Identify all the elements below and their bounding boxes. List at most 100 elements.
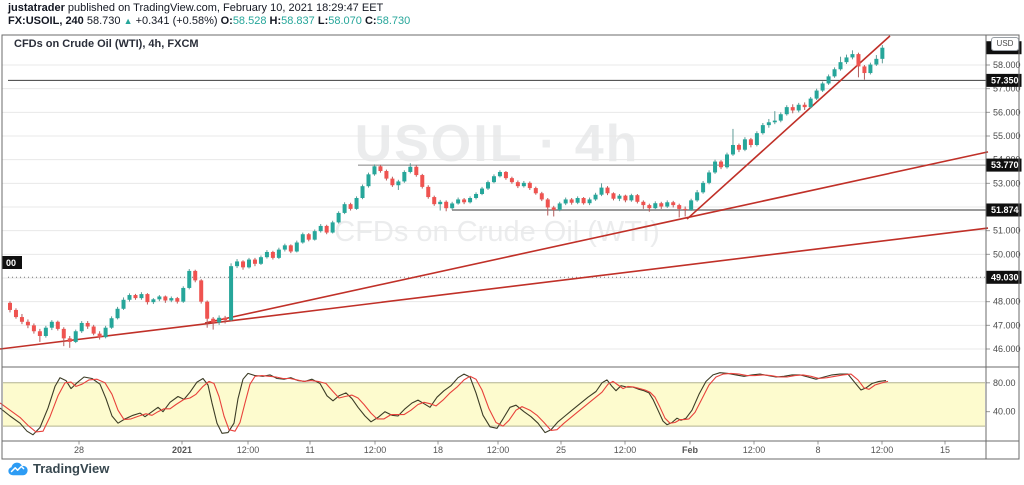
candle bbox=[157, 296, 162, 300]
candle bbox=[199, 280, 204, 302]
candle bbox=[587, 199, 592, 204]
candle bbox=[312, 231, 317, 240]
candle bbox=[695, 192, 700, 201]
candle bbox=[175, 298, 180, 302]
candle bbox=[635, 195, 640, 202]
tradingview-logo[interactable]: TradingView bbox=[8, 461, 109, 476]
candle bbox=[378, 166, 383, 172]
candle bbox=[569, 199, 574, 203]
time-axis-label: 12:00 bbox=[871, 445, 894, 455]
candle bbox=[623, 195, 628, 201]
symbol-watermark: USOIL · 4h bbox=[354, 115, 640, 173]
candle bbox=[730, 144, 735, 155]
time-axis-label: 8 bbox=[815, 445, 820, 455]
candle bbox=[241, 261, 246, 268]
candle bbox=[97, 333, 102, 338]
candle bbox=[390, 178, 395, 186]
candle bbox=[462, 199, 467, 203]
candle bbox=[217, 317, 222, 323]
candle bbox=[719, 161, 724, 168]
candle bbox=[539, 193, 544, 200]
candle bbox=[247, 259, 251, 268]
candle bbox=[121, 299, 126, 309]
candle bbox=[270, 251, 275, 258]
candle bbox=[37, 331, 42, 336]
candle bbox=[420, 175, 425, 187]
candle bbox=[61, 328, 66, 339]
candle bbox=[480, 188, 485, 194]
candle bbox=[85, 322, 90, 327]
trendline[interactable] bbox=[0, 227, 989, 350]
price-axis-label: 47.000 bbox=[993, 320, 1021, 330]
price-axis-label: 56.000 bbox=[993, 107, 1021, 117]
candle bbox=[671, 202, 676, 206]
candle bbox=[348, 204, 353, 209]
candle bbox=[306, 234, 311, 240]
candle bbox=[796, 104, 801, 111]
candle bbox=[414, 166, 419, 176]
candle bbox=[169, 298, 174, 301]
candle bbox=[515, 182, 520, 187]
time-axis-label: 2021 bbox=[172, 445, 192, 455]
candle bbox=[844, 57, 849, 63]
symbol-label: FX:USOIL, 240 bbox=[8, 15, 84, 27]
candle bbox=[641, 201, 646, 206]
candle bbox=[754, 133, 759, 145]
candle bbox=[874, 58, 879, 65]
candle bbox=[25, 321, 30, 326]
candle bbox=[360, 186, 365, 199]
candle bbox=[181, 287, 186, 302]
candle bbox=[127, 295, 132, 300]
candle bbox=[838, 62, 843, 70]
candle bbox=[49, 321, 54, 328]
candle bbox=[563, 199, 568, 204]
price-line-badge bbox=[986, 203, 1022, 217]
candle bbox=[742, 139, 747, 150]
open-value: 58.528 bbox=[232, 15, 267, 27]
candle bbox=[444, 201, 449, 209]
time-axis-label: 12:00 bbox=[614, 445, 637, 455]
low-label: L: bbox=[317, 15, 329, 27]
trendline[interactable] bbox=[204, 151, 989, 324]
candle bbox=[760, 125, 765, 134]
price-axis-label: 55.000 bbox=[993, 131, 1021, 141]
candle bbox=[67, 338, 72, 342]
tradingview-cloud-icon bbox=[8, 462, 28, 475]
price-line-badge bbox=[986, 73, 1022, 87]
time-axis-label: Feb bbox=[682, 445, 699, 455]
candle bbox=[689, 200, 694, 210]
price-axis-label: 58.000 bbox=[993, 60, 1021, 70]
candle bbox=[229, 266, 234, 321]
candle bbox=[503, 171, 508, 179]
last-price-text: 58.730 bbox=[86, 15, 121, 27]
candle bbox=[677, 205, 682, 209]
candle bbox=[748, 139, 753, 145]
candle bbox=[551, 207, 556, 210]
stoch-axis-label: 40.00 bbox=[993, 407, 1016, 417]
candle bbox=[223, 317, 228, 321]
candle bbox=[629, 195, 634, 201]
chart-legend-title[interactable]: CFDs on Crude Oil (WTI), 4h, FXCM bbox=[14, 38, 199, 50]
candle bbox=[820, 83, 825, 91]
candle bbox=[707, 172, 712, 183]
stoch-k-line bbox=[0, 372, 887, 436]
candle bbox=[324, 225, 329, 233]
candle bbox=[103, 327, 108, 338]
candle bbox=[193, 270, 198, 281]
trendline[interactable] bbox=[686, 35, 891, 220]
candle bbox=[545, 199, 550, 208]
candle bbox=[55, 321, 60, 329]
candle bbox=[659, 203, 664, 207]
currency-unit-button[interactable]: USD bbox=[991, 37, 1019, 51]
candle bbox=[617, 195, 622, 199]
candle bbox=[509, 178, 514, 183]
price-axis-label: 46.000 bbox=[993, 344, 1021, 354]
candle bbox=[665, 202, 670, 207]
stoch-d-line bbox=[0, 372, 889, 433]
candle bbox=[557, 203, 562, 210]
left-price-badge bbox=[2, 256, 22, 269]
candle bbox=[868, 64, 873, 74]
price-axis-label: 50.000 bbox=[993, 249, 1021, 259]
candle bbox=[318, 225, 323, 232]
